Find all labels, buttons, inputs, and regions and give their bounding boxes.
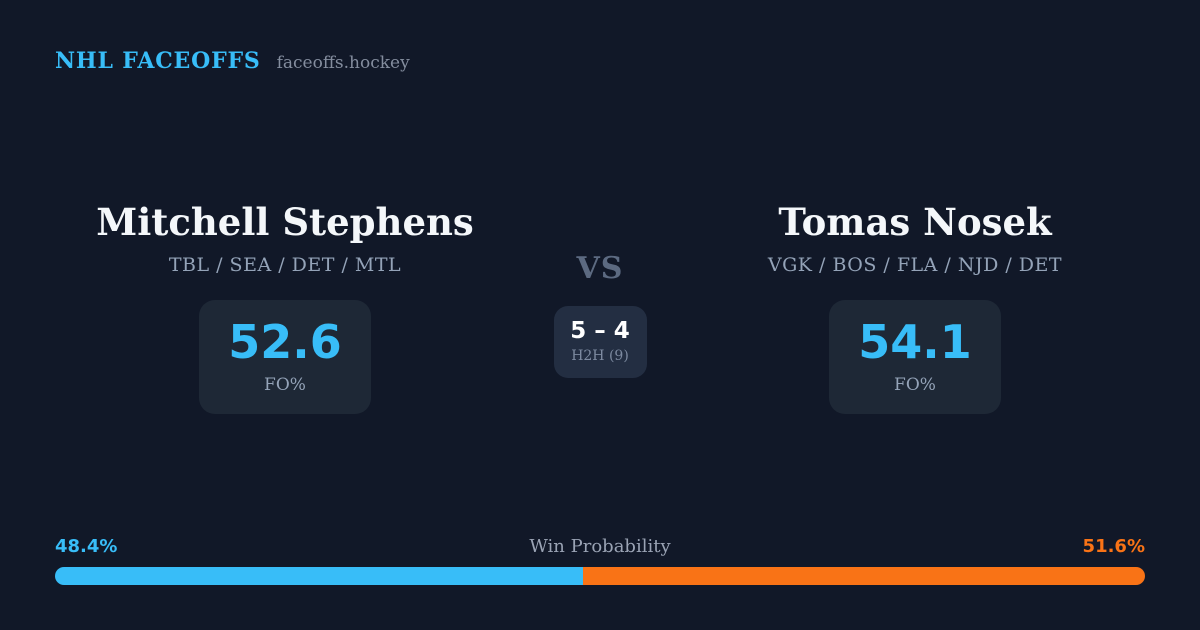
right-fo-value: 54.1: [858, 315, 972, 370]
h2h-score: 5 – 4: [570, 318, 630, 344]
win-probability-section: 48.4% Win Probability 51.6%: [55, 536, 1145, 585]
left-player-section: Mitchell Stephens TBL / SEA / DET / MTL …: [55, 200, 515, 415]
vs-label: VS: [576, 251, 624, 286]
comparison-row: Mitchell Stephens TBL / SEA / DET / MTL …: [55, 200, 1145, 415]
header: NHL FACEOFFS faceoffs.hockey: [55, 48, 1145, 74]
brand-title: NHL FACEOFFS: [55, 48, 261, 74]
win-probability-bar: [55, 567, 1145, 585]
right-player-section: Tomas Nosek VGK / BOS / FLA / NJD / DET …: [685, 200, 1145, 415]
site-domain: faceoffs.hockey: [276, 53, 410, 73]
win-prob-right-label: 51.6%: [1082, 536, 1145, 557]
right-fo-label: FO%: [894, 375, 936, 396]
left-fo-value: 52.6: [228, 315, 342, 370]
left-fo-card: 52.6 FO%: [199, 300, 371, 415]
right-fo-card: 54.1 FO%: [829, 300, 1001, 415]
center-section: VS 5 – 4 H2H (9): [515, 200, 685, 378]
win-prob-left-label: 48.4%: [55, 536, 118, 557]
win-probability-labels: 48.4% Win Probability 51.6%: [55, 536, 1145, 558]
h2h-label: H2H (9): [571, 348, 629, 364]
left-player-teams: TBL / SEA / DET / MTL: [168, 254, 402, 277]
left-player-name: Mitchell Stephens: [96, 200, 474, 244]
right-player-name: Tomas Nosek: [778, 200, 1052, 244]
left-fo-label: FO%: [264, 375, 306, 396]
right-player-teams: VGK / BOS / FLA / NJD / DET: [767, 254, 1063, 277]
win-bar-right-segment: [582, 567, 1145, 585]
win-bar-left-segment: [55, 567, 583, 585]
win-probability-title: Win Probability: [529, 536, 671, 557]
h2h-card: 5 – 4 H2H (9): [553, 306, 647, 378]
